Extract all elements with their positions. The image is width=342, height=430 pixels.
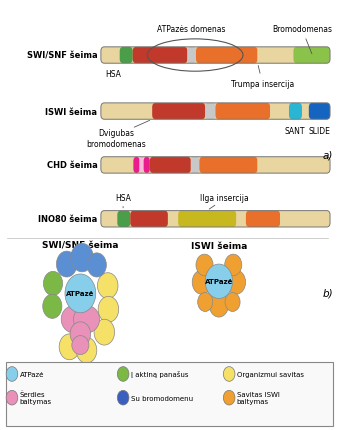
- Text: Organizmui savitas: Organizmui savitas: [237, 371, 304, 377]
- Text: ATPazės domenas: ATPazės domenas: [157, 25, 226, 34]
- Circle shape: [56, 252, 77, 277]
- FancyBboxPatch shape: [120, 48, 133, 64]
- FancyBboxPatch shape: [6, 362, 333, 426]
- FancyBboxPatch shape: [246, 211, 280, 227]
- Circle shape: [71, 244, 93, 272]
- Text: ATPazė: ATPazė: [19, 371, 44, 377]
- Circle shape: [97, 273, 118, 299]
- FancyBboxPatch shape: [133, 48, 187, 64]
- Circle shape: [192, 270, 211, 295]
- FancyBboxPatch shape: [140, 157, 144, 174]
- Text: SWI/SNF šeima: SWI/SNF šeima: [42, 241, 119, 250]
- Circle shape: [225, 293, 240, 312]
- Circle shape: [94, 319, 115, 345]
- FancyBboxPatch shape: [101, 48, 120, 64]
- FancyBboxPatch shape: [152, 104, 205, 120]
- Circle shape: [117, 367, 129, 381]
- FancyBboxPatch shape: [236, 211, 246, 227]
- Text: Trumpa insercija: Trumpa insercija: [231, 66, 294, 89]
- FancyBboxPatch shape: [309, 104, 330, 120]
- Circle shape: [98, 297, 119, 322]
- FancyBboxPatch shape: [178, 211, 236, 227]
- Ellipse shape: [72, 336, 89, 355]
- FancyBboxPatch shape: [101, 104, 152, 120]
- FancyBboxPatch shape: [144, 157, 150, 174]
- FancyBboxPatch shape: [280, 211, 330, 227]
- Text: INO80 šeima: INO80 šeima: [38, 215, 97, 224]
- FancyBboxPatch shape: [101, 211, 330, 227]
- FancyBboxPatch shape: [191, 157, 199, 174]
- FancyBboxPatch shape: [133, 157, 140, 174]
- Text: ATPazė: ATPazė: [205, 279, 233, 285]
- Circle shape: [6, 367, 18, 381]
- Text: a): a): [323, 150, 333, 160]
- Ellipse shape: [61, 306, 87, 333]
- Text: b): b): [323, 287, 333, 298]
- Circle shape: [225, 255, 242, 276]
- Circle shape: [65, 274, 96, 313]
- FancyBboxPatch shape: [293, 48, 330, 64]
- FancyBboxPatch shape: [101, 157, 133, 174]
- FancyBboxPatch shape: [117, 211, 130, 227]
- FancyBboxPatch shape: [101, 211, 117, 227]
- FancyBboxPatch shape: [258, 48, 293, 64]
- FancyBboxPatch shape: [101, 48, 330, 64]
- Circle shape: [223, 367, 235, 381]
- Text: CHD šeima: CHD šeima: [47, 161, 97, 170]
- Circle shape: [198, 293, 213, 312]
- Ellipse shape: [74, 306, 100, 333]
- Text: Ilga insercija: Ilga insercija: [200, 193, 248, 202]
- Circle shape: [209, 293, 228, 317]
- Text: Į aktiną panašus: Į aktiną panašus: [131, 371, 188, 378]
- FancyBboxPatch shape: [270, 104, 289, 120]
- Circle shape: [205, 264, 233, 299]
- FancyBboxPatch shape: [101, 104, 330, 120]
- Text: SWI/SNF šeima: SWI/SNF šeima: [27, 52, 97, 60]
- Text: ISWI šeima: ISWI šeima: [45, 108, 97, 116]
- Circle shape: [76, 338, 97, 363]
- FancyBboxPatch shape: [150, 157, 191, 174]
- FancyBboxPatch shape: [168, 211, 178, 227]
- FancyBboxPatch shape: [199, 157, 258, 174]
- Text: Su bromodomenu: Su bromodomenu: [131, 395, 193, 401]
- Circle shape: [117, 390, 129, 405]
- Circle shape: [43, 295, 62, 319]
- FancyBboxPatch shape: [205, 104, 215, 120]
- FancyBboxPatch shape: [258, 157, 330, 174]
- FancyBboxPatch shape: [289, 104, 302, 120]
- FancyBboxPatch shape: [302, 104, 309, 120]
- Text: Bromodomenas: Bromodomenas: [272, 25, 332, 55]
- Text: Šerdies
baltymas: Šerdies baltymas: [19, 391, 52, 405]
- Text: ISWI šeima: ISWI šeima: [191, 241, 247, 250]
- Circle shape: [6, 390, 18, 405]
- Text: SLIDE: SLIDE: [308, 127, 330, 136]
- Circle shape: [87, 253, 106, 277]
- Ellipse shape: [70, 322, 91, 346]
- Text: HSA: HSA: [105, 70, 121, 79]
- Text: SANT: SANT: [285, 127, 305, 136]
- Circle shape: [223, 390, 235, 405]
- Circle shape: [196, 255, 213, 276]
- Text: HSA: HSA: [115, 193, 131, 202]
- Text: Savitas ISWI
baltymas: Savitas ISWI baltymas: [237, 391, 279, 404]
- Circle shape: [59, 334, 80, 360]
- Text: Dvigubas
bromodomenas: Dvigubas bromodomenas: [87, 129, 146, 148]
- FancyBboxPatch shape: [101, 157, 330, 174]
- Circle shape: [226, 270, 246, 295]
- Text: ATPazė: ATPazė: [66, 291, 94, 297]
- FancyBboxPatch shape: [187, 48, 196, 64]
- FancyBboxPatch shape: [215, 104, 270, 120]
- FancyBboxPatch shape: [130, 211, 168, 227]
- FancyBboxPatch shape: [196, 48, 258, 64]
- Circle shape: [43, 272, 63, 296]
